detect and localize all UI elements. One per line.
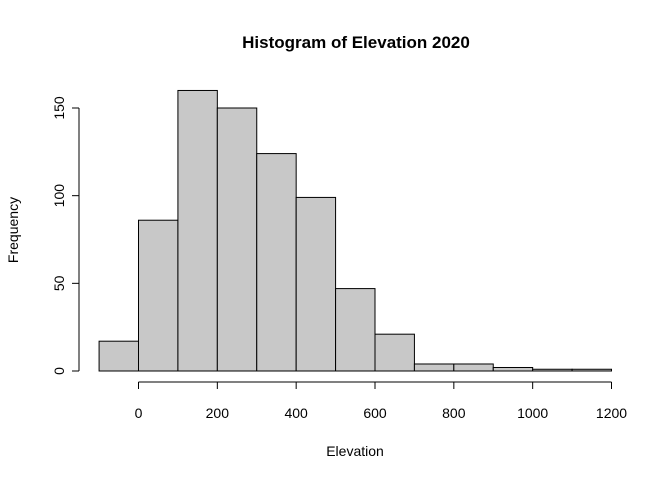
bar-10 [493, 367, 532, 371]
y-tick-label-0: 0 [51, 367, 67, 375]
bar-9 [454, 364, 493, 371]
bar-8 [414, 364, 453, 371]
bar-11 [533, 369, 572, 371]
x-tick-label-0: 0 [135, 405, 143, 421]
bar-6 [336, 289, 375, 371]
x-tick-label-2: 400 [284, 405, 308, 421]
x-tick-label-3: 600 [363, 405, 387, 421]
y-axis: 0 50 100 150 [51, 96, 79, 375]
x-tick-label-6: 1200 [596, 405, 627, 421]
x-tick-label-5: 1000 [517, 405, 548, 421]
bar-5 [296, 197, 335, 371]
bar-12 [572, 369, 611, 371]
y-tick-label-3: 150 [51, 96, 67, 120]
bar-7 [375, 334, 414, 371]
bar-1 [139, 220, 178, 371]
y-tick-label-1: 50 [51, 275, 67, 291]
chart-title: Histogram of Elevation 2020 [242, 33, 470, 52]
y-axis-label: Frequency [5, 197, 21, 263]
x-axis: 0 200 400 600 800 1000 1200 [135, 382, 628, 421]
x-tick-label-4: 800 [442, 405, 466, 421]
y-tick-label-2: 100 [51, 184, 67, 208]
x-tick-label-1: 200 [206, 405, 230, 421]
bar-4 [257, 154, 296, 371]
bar-3 [217, 108, 256, 371]
bar-2 [178, 90, 217, 371]
bars-group [99, 90, 611, 371]
bar-0 [99, 341, 138, 371]
x-axis-label: Elevation [326, 443, 384, 459]
